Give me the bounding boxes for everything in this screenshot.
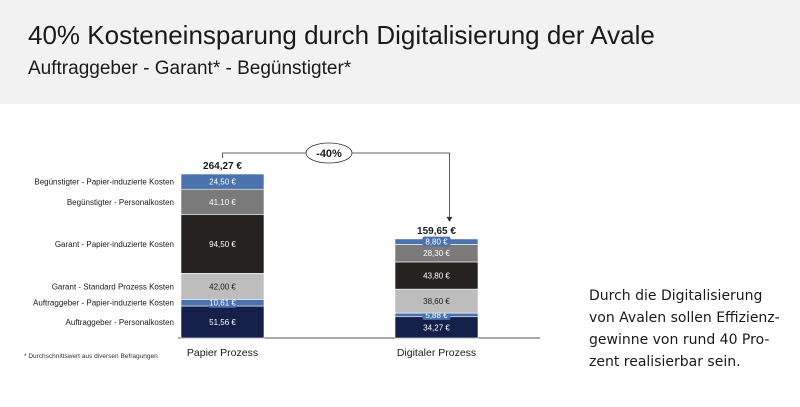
total-label: 159,65 € — [417, 226, 456, 237]
bar-segment — [180, 173, 265, 190]
data-label: 28,30 € — [423, 249, 450, 258]
data-label: 24,50 € — [209, 178, 236, 187]
data-label: 42,00 € — [209, 282, 236, 291]
data-label: 8,80 € — [425, 238, 448, 247]
data-label: 41,10 € — [209, 198, 236, 207]
side-note-line: von Avalen sollen Effizienz- — [589, 310, 780, 326]
footnote: * Durchschnittswert aus diversen Befragu… — [24, 353, 158, 360]
data-label: 43,80 € — [423, 272, 450, 281]
side-note-line: Durch die Digitalisierung — [589, 288, 763, 304]
series-label: Begünstigter - Personalkosten — [67, 198, 174, 207]
bar-segment — [180, 188, 265, 216]
total-label: 264,27 € — [203, 161, 242, 172]
data-label: 34,27 € — [423, 323, 450, 332]
change-badge — [305, 142, 353, 164]
category-label: Papier Prozess — [187, 347, 258, 359]
bar-segment — [180, 273, 265, 300]
data-label: 10,61 € — [209, 299, 236, 308]
header-band: 40% Kosteneinsparung durch Digitalisieru… — [0, 0, 800, 104]
side-note-line: zent realisierbar sein. — [589, 354, 741, 370]
change-label: -40% — [316, 148, 342, 160]
series-label: Garant - Papier-induzierte Kosten — [55, 240, 174, 249]
side-note-line: gewinne von rund 40 Pro- — [589, 332, 770, 348]
series-label: Auftraggeber - Papier-induzierte Kosten — [33, 299, 174, 308]
data-label: 38,60 € — [423, 297, 450, 306]
small-segment-label-bg — [208, 297, 237, 308]
arrow-head-icon — [446, 216, 453, 222]
side-note: Durch die Digitalisierung von Avalen sol… — [589, 285, 789, 373]
page-title: 40% Kosteneinsparung durch Digitalisieru… — [28, 20, 655, 50]
series-label: Garant - Standard Prozess Kosten — [52, 282, 174, 291]
category-label: Digitaler Prozess — [397, 347, 476, 359]
data-label: 5,88 € — [425, 311, 448, 320]
bar-segment — [180, 214, 265, 274]
series-label: Begünstigter - Papier-induzierte Kosten — [34, 178, 174, 187]
series-label: Auftraggeber - Personalkosten — [65, 318, 174, 327]
data-label: 94,50 € — [209, 240, 236, 249]
page-subtitle: Auftraggeber - Garant* - Begünstigter* — [28, 58, 352, 79]
small-segment-label-bg — [422, 236, 451, 247]
data-label: 51,56 € — [209, 318, 236, 327]
